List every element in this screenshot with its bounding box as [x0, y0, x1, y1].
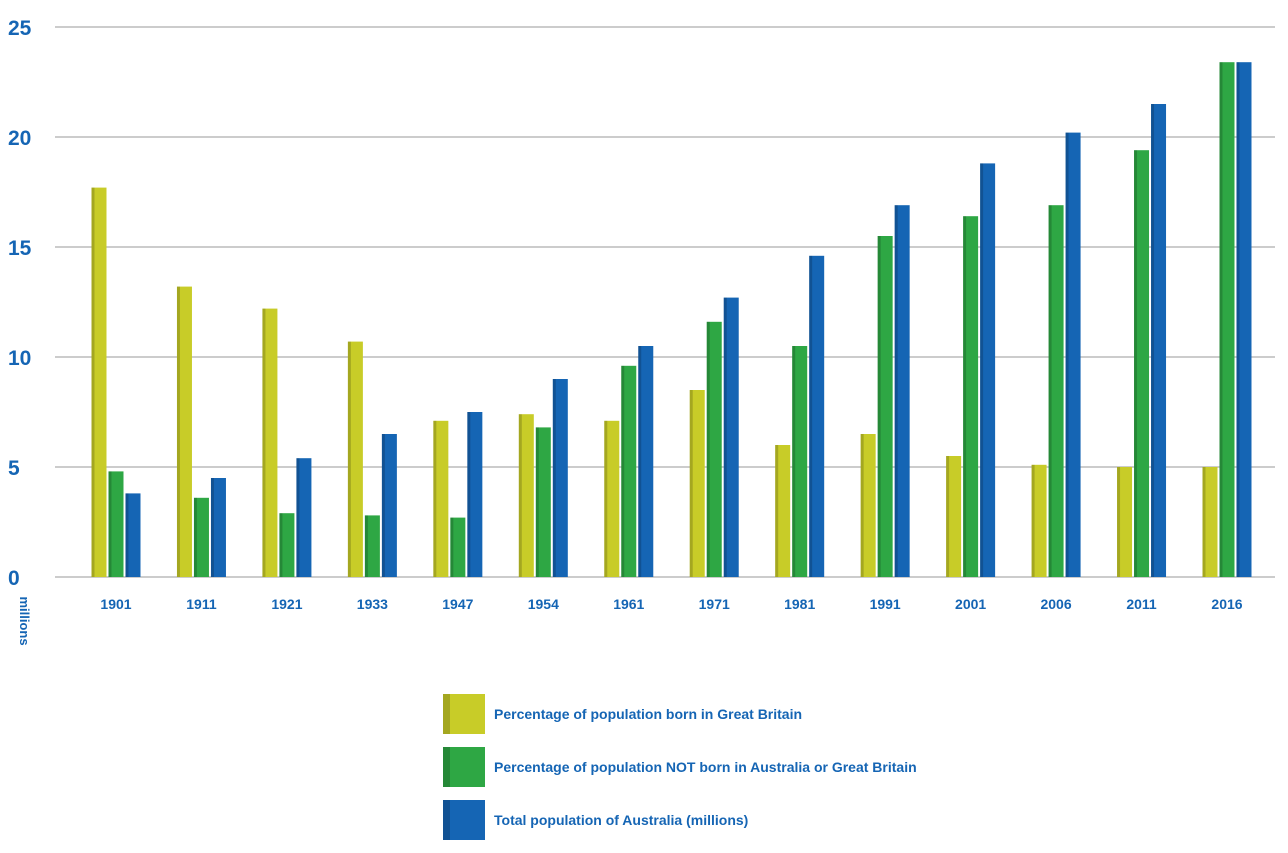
bar-total-population — [723, 297, 739, 577]
bar-born-great-britain — [860, 434, 876, 577]
bar-total-population — [210, 478, 226, 577]
x-tick-label: 2001 — [955, 596, 986, 612]
y-tick-label: 0 — [8, 567, 20, 590]
bar-not-born-australia-or-gb — [706, 321, 722, 577]
x-tick-label: 1901 — [100, 596, 131, 612]
bar-total-population — [980, 163, 996, 577]
bar-not-born-australia-or-gb — [877, 236, 893, 577]
y-tick-label: 10 — [8, 347, 31, 370]
bar-total-population — [467, 412, 483, 577]
bar-born-great-britain — [775, 445, 791, 577]
bar-born-great-britain — [689, 390, 705, 577]
bar-not-born-australia-or-gb — [364, 515, 380, 577]
legend-swatch-total-population — [443, 800, 485, 840]
bar-born-great-britain — [262, 308, 278, 577]
x-tick-label: 1921 — [271, 596, 302, 612]
bar-total-population — [552, 379, 568, 577]
bar-born-great-britain — [347, 341, 363, 577]
legend-label-not-born-australia-or-gb: Percentage of population NOT born in Aus… — [494, 759, 917, 775]
x-tick-label: 1971 — [699, 596, 730, 612]
bar-born-great-britain — [91, 187, 107, 577]
x-tick-label: 2006 — [1040, 596, 1071, 612]
legend-item-not-born-australia-or-gb: Percentage of population NOT born in Aus… — [443, 747, 917, 787]
bar-total-population — [1236, 62, 1252, 577]
bar-born-great-britain — [946, 456, 962, 577]
y-axis-ticks: 0 5 10 15 20 25 — [8, 17, 32, 590]
y-tick-label: 25 — [8, 17, 32, 40]
bar-born-great-britain — [433, 420, 449, 577]
bar-born-great-britain — [176, 286, 192, 577]
bar-born-great-britain — [1202, 467, 1218, 577]
bar-not-born-australia-or-gb — [1219, 62, 1235, 577]
bar-total-population — [809, 255, 825, 578]
x-tick-label: 2016 — [1211, 596, 1242, 612]
legend-label-total-population: Total population of Australia (millions) — [494, 812, 749, 828]
bar-total-population — [296, 458, 312, 577]
x-tick-label: 2011 — [1126, 596, 1157, 612]
bar-not-born-australia-or-gb — [279, 513, 295, 577]
bar-not-born-australia-or-gb — [108, 471, 124, 577]
x-tick-label: 1933 — [357, 596, 388, 612]
x-tick-label: 1991 — [870, 596, 901, 612]
x-tick-label: 1911 — [186, 596, 217, 612]
legend-item-total-population: Total population of Australia (millions) — [443, 800, 917, 840]
x-tick-label: 1981 — [784, 596, 815, 612]
bar-born-great-britain — [1117, 467, 1133, 577]
legend-item-born-great-britain: Percentage of population born in Great B… — [443, 694, 917, 734]
bar-total-population — [125, 493, 141, 577]
bar-total-population — [638, 346, 654, 577]
bar-not-born-australia-or-gb — [792, 346, 808, 577]
bar-born-great-britain — [1031, 464, 1047, 577]
bar-not-born-australia-or-gb — [621, 365, 637, 577]
y-axis-unit-label: millions — [17, 596, 32, 645]
y-tick-label: 20 — [8, 127, 31, 150]
bar-not-born-australia-or-gb — [535, 427, 551, 577]
bar-total-population — [381, 434, 397, 577]
bar-not-born-australia-or-gb — [963, 216, 979, 577]
bars — [91, 62, 1252, 578]
x-tick-label: 1954 — [528, 596, 559, 612]
legend-swatch-born-great-britain — [443, 694, 485, 734]
gridlines — [55, 26, 1275, 578]
bar-total-population — [1065, 132, 1081, 577]
x-tick-label: 1961 — [613, 596, 644, 612]
x-tick-label: 1947 — [442, 596, 473, 612]
legend-label-born-great-britain: Percentage of population born in Great B… — [494, 706, 803, 722]
bar-not-born-australia-or-gb — [450, 517, 466, 577]
legend-swatch-not-born-australia-or-gb — [443, 747, 485, 787]
x-axis-ticks: 1901 1911 1921 1933 1947 1954 1961 1971 1981 1991… — [100, 596, 1242, 612]
bar-not-born-australia-or-gb — [1134, 150, 1150, 577]
legend: Percentage of population born in Great B… — [443, 694, 917, 853]
bar-born-great-britain — [604, 420, 620, 577]
bar-not-born-australia-or-gb — [1048, 205, 1064, 577]
bar-born-great-britain — [518, 414, 534, 577]
bar-total-population — [894, 205, 910, 577]
y-tick-label: 15 — [8, 237, 32, 260]
bar-total-population — [1151, 104, 1167, 577]
y-tick-label: 5 — [8, 457, 20, 480]
bar-not-born-australia-or-gb — [193, 497, 209, 577]
